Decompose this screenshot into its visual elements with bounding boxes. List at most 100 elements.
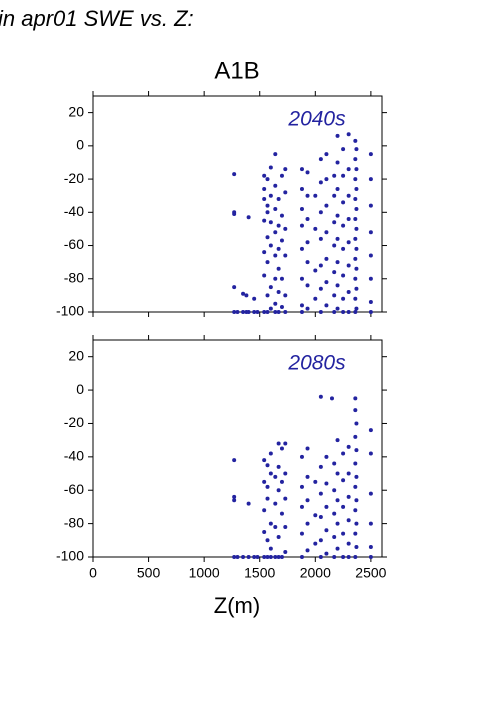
data-point	[265, 203, 270, 208]
data-point	[313, 513, 318, 518]
data-point	[346, 240, 351, 245]
data-point	[283, 293, 288, 298]
data-point	[341, 296, 346, 301]
data-point	[324, 504, 329, 509]
data-point	[318, 157, 323, 162]
data-point	[313, 541, 318, 546]
data-point	[324, 528, 329, 533]
data-point	[368, 521, 373, 526]
data-point	[341, 223, 346, 228]
data-point	[353, 531, 358, 536]
data-point	[335, 438, 340, 443]
data-point	[273, 183, 278, 188]
data-point	[335, 160, 340, 165]
data-point	[318, 555, 323, 559]
data-point	[324, 481, 329, 486]
data-point	[299, 303, 304, 308]
data-point	[324, 280, 329, 285]
data-point	[318, 180, 323, 185]
data-point	[265, 538, 270, 543]
data-point	[305, 170, 310, 175]
data-point	[368, 451, 373, 456]
data-point	[252, 296, 257, 301]
data-point	[299, 310, 304, 314]
data-point	[318, 310, 323, 314]
y-tick-label: -20	[64, 170, 84, 186]
data-point	[346, 132, 351, 137]
data-point	[332, 555, 337, 559]
data-point	[354, 448, 359, 453]
data-point	[273, 276, 278, 281]
data-point	[332, 293, 337, 298]
data-point	[318, 263, 323, 268]
data-point	[335, 283, 340, 288]
data-point	[346, 290, 351, 295]
data-point	[305, 446, 310, 451]
data-point	[332, 173, 337, 178]
data-point	[353, 177, 358, 182]
data-point	[305, 193, 310, 198]
data-point	[276, 534, 281, 539]
data-point	[232, 285, 237, 290]
data-point	[279, 276, 284, 281]
data-point	[341, 147, 346, 152]
data-point	[252, 555, 257, 559]
data-point	[262, 250, 267, 255]
data-point	[305, 240, 310, 245]
data-point	[279, 173, 284, 178]
data-point	[346, 541, 351, 546]
data-point	[346, 263, 351, 268]
data-point	[276, 488, 281, 493]
data-point	[324, 454, 329, 459]
data-point	[354, 421, 359, 426]
data-point	[341, 173, 346, 178]
data-point	[279, 446, 284, 451]
data-point	[268, 451, 273, 456]
data-point	[324, 551, 329, 556]
page-title: in apr01 SWE vs. Z:	[0, 6, 194, 31]
data-point	[265, 484, 270, 489]
data-point	[283, 496, 288, 501]
data-point	[318, 514, 323, 519]
data-point	[335, 236, 340, 241]
data-point	[252, 310, 257, 314]
data-point	[273, 310, 278, 314]
data-point	[318, 286, 323, 291]
data-point	[305, 216, 310, 221]
data-point	[324, 256, 329, 261]
y-tick-label: 0	[76, 137, 84, 153]
data-point	[255, 555, 260, 559]
data-point	[262, 529, 267, 534]
data-point	[354, 266, 359, 271]
data-point	[265, 235, 270, 240]
data-point	[335, 546, 340, 551]
data-point	[268, 521, 273, 526]
data-point	[268, 243, 273, 248]
data-point	[353, 408, 358, 413]
data-point	[335, 498, 340, 503]
data-point	[346, 471, 351, 476]
data-point	[329, 396, 334, 401]
data-point	[353, 197, 358, 202]
data-point	[341, 273, 346, 278]
data-point	[299, 531, 304, 536]
data-point	[299, 504, 304, 509]
data-point	[268, 306, 273, 311]
data-point	[262, 310, 267, 314]
data-point	[279, 238, 284, 243]
data-point	[335, 471, 340, 476]
y-tick-label: -100	[56, 548, 84, 564]
data-point	[368, 230, 373, 235]
data-point	[313, 479, 318, 484]
data-point	[273, 206, 278, 211]
data-point	[335, 213, 340, 218]
data-point	[276, 266, 281, 271]
data-point	[299, 167, 304, 172]
data-point	[241, 310, 246, 314]
data-point	[276, 223, 281, 228]
y-tick-label: -60	[64, 481, 84, 497]
data-point	[299, 484, 304, 489]
data-point	[346, 444, 351, 449]
y-tick-label: -80	[64, 269, 84, 285]
data-point	[335, 133, 340, 138]
